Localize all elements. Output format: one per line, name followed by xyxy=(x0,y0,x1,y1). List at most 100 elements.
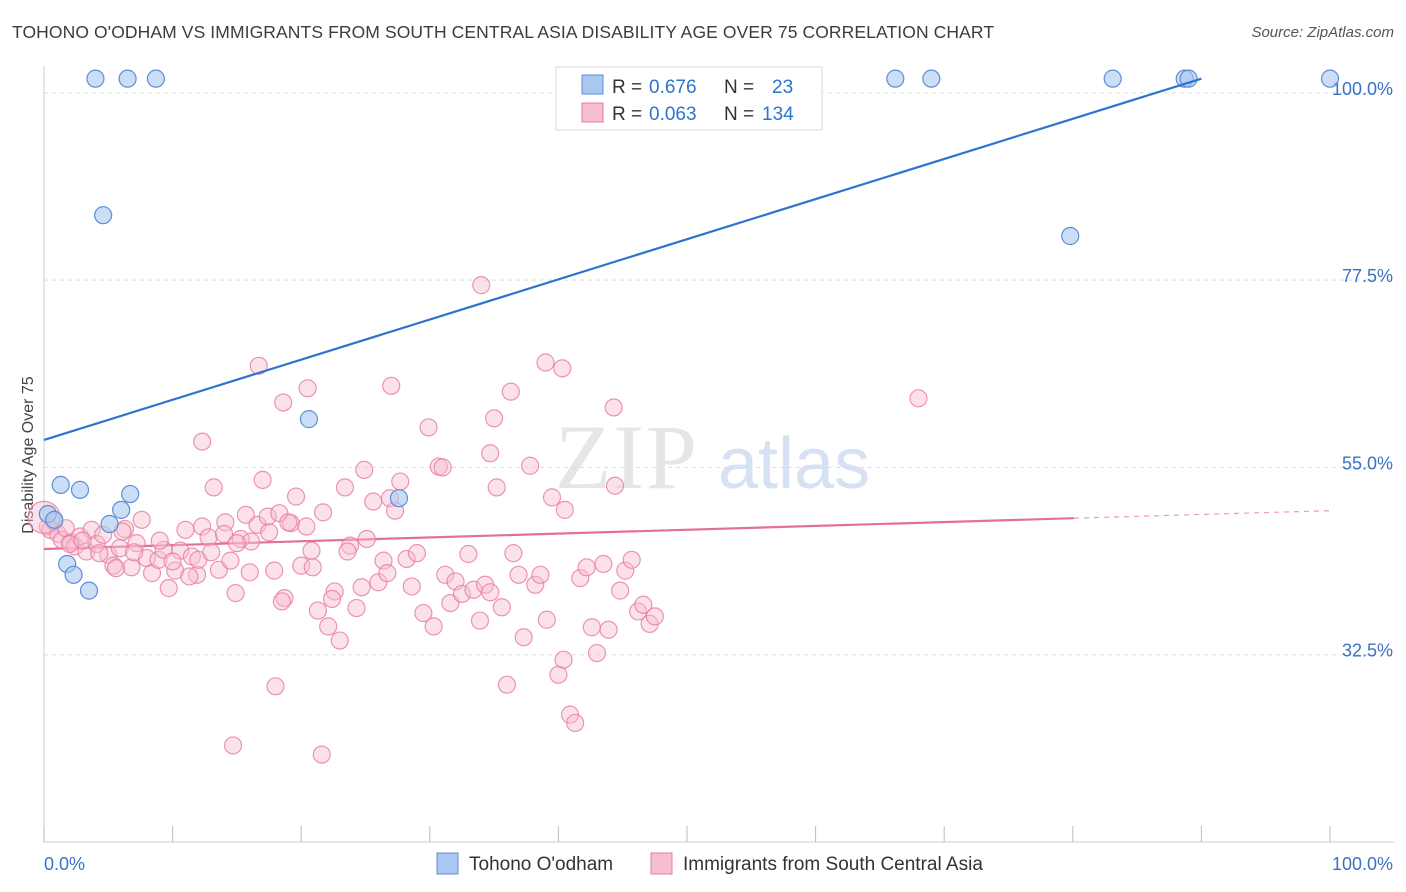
legend-n-label-1: N = xyxy=(724,77,759,98)
point-immigrants xyxy=(249,356,268,375)
point-immigrants xyxy=(542,488,562,507)
point-immigrants xyxy=(634,595,653,614)
y-tick-label: 55.0% xyxy=(1342,453,1393,473)
point-tohono xyxy=(299,410,319,429)
point-immigrants xyxy=(622,550,641,569)
point-immigrants xyxy=(492,598,511,617)
point-tohono xyxy=(100,514,119,534)
point-immigrants xyxy=(338,542,357,561)
trend-line-immigrants xyxy=(43,510,1331,551)
point-immigrants xyxy=(335,478,355,497)
point-immigrants xyxy=(433,458,452,477)
point-immigrants xyxy=(481,583,500,602)
legend-swatch-immigrants xyxy=(581,102,604,123)
legend-r-label-2: R = xyxy=(612,104,647,125)
point-immigrants xyxy=(582,618,601,637)
point-immigrants xyxy=(193,432,212,451)
point-immigrants xyxy=(150,531,169,550)
point-immigrants xyxy=(514,628,533,647)
point-immigrants xyxy=(599,620,618,639)
point-immigrants xyxy=(485,409,504,428)
y-tick-labels: 32.5% 55.0% 77.5% 100.0% xyxy=(1332,79,1393,661)
point-immigrants xyxy=(526,575,545,594)
point-tohono xyxy=(146,69,165,88)
point-immigrants xyxy=(414,603,433,623)
point-immigrants xyxy=(497,675,517,694)
point-immigrants xyxy=(364,492,383,511)
point-immigrants xyxy=(312,745,331,764)
point-immigrants xyxy=(604,398,623,417)
point-immigrants xyxy=(378,564,397,583)
point-immigrants xyxy=(587,643,607,663)
point-immigrants xyxy=(611,581,630,600)
point-immigrants xyxy=(297,517,316,536)
point-immigrants xyxy=(279,513,298,532)
point-immigrants xyxy=(199,528,218,547)
point-tohono xyxy=(1320,69,1340,88)
point-immigrants xyxy=(459,544,478,564)
watermark-atlas: atlas xyxy=(718,424,870,504)
point-immigrants xyxy=(605,476,625,495)
point-immigrants xyxy=(223,736,243,755)
point-tohono xyxy=(79,581,99,600)
point-immigrants xyxy=(355,460,374,480)
point-immigrants xyxy=(303,558,322,577)
trend-line-tohono-solid xyxy=(43,77,1202,441)
point-tohono xyxy=(51,475,70,494)
point-tohono xyxy=(1061,226,1080,246)
point-immigrants xyxy=(308,601,328,620)
y-axis-label: Disability Age Over 75 xyxy=(20,376,37,534)
bottom-legend-label-immigrants: Immigrants from South Central Asia xyxy=(683,854,983,875)
point-immigrants xyxy=(594,554,613,574)
point-immigrants xyxy=(571,569,590,588)
point-immigrants xyxy=(509,565,528,584)
point-tohono xyxy=(45,510,64,529)
point-immigrants xyxy=(90,544,109,563)
point-immigrants xyxy=(106,559,126,578)
point-immigrants xyxy=(275,588,294,608)
point-tohono xyxy=(118,69,137,88)
point-immigrants xyxy=(419,418,438,437)
point-tohono xyxy=(64,565,83,584)
point-immigrants xyxy=(149,550,168,569)
point-immigrants xyxy=(274,393,293,412)
point-immigrants xyxy=(504,544,523,563)
point-immigrants xyxy=(253,470,272,489)
trend-line-immigrants-solid xyxy=(43,517,1075,551)
point-immigrants xyxy=(258,507,277,526)
point-immigrants xyxy=(566,713,585,733)
point-immigrants xyxy=(241,532,261,551)
legend-r-value-2: 0.063 xyxy=(649,104,697,125)
point-immigrants xyxy=(347,598,366,618)
point-immigrants xyxy=(193,517,212,536)
point-immigrants xyxy=(352,578,371,597)
point-immigrants xyxy=(577,558,596,577)
point-immigrants xyxy=(286,487,306,506)
point-immigrants xyxy=(163,552,182,571)
point-immigrants xyxy=(104,556,123,575)
point-immigrants xyxy=(292,556,311,575)
legend-n-value-1: 23 xyxy=(772,77,793,98)
point-immigrants xyxy=(531,565,550,584)
point-immigrants xyxy=(272,592,292,611)
point-tohono xyxy=(1103,69,1122,88)
point-tohono xyxy=(922,69,941,88)
axes xyxy=(43,66,1394,843)
point-immigrants xyxy=(481,444,500,463)
point-immigrants xyxy=(132,510,151,529)
point-immigrants xyxy=(402,577,421,596)
point-tohono xyxy=(70,480,90,499)
point-immigrants xyxy=(357,529,376,549)
points-tohono xyxy=(38,69,1340,600)
point-immigrants xyxy=(266,677,285,696)
point-immigrants xyxy=(616,561,635,580)
point-immigrants xyxy=(226,584,245,603)
point-immigrants xyxy=(470,611,490,630)
point-immigrants xyxy=(214,524,234,544)
point-immigrants xyxy=(391,472,410,491)
chart-title: TOHONO O'ODHAM VS IMMIGRANTS FROM SOUTH … xyxy=(12,22,995,42)
point-immigrants xyxy=(240,563,259,582)
y-tick-label: 32.5% xyxy=(1342,641,1393,661)
point-immigrants xyxy=(204,478,223,497)
